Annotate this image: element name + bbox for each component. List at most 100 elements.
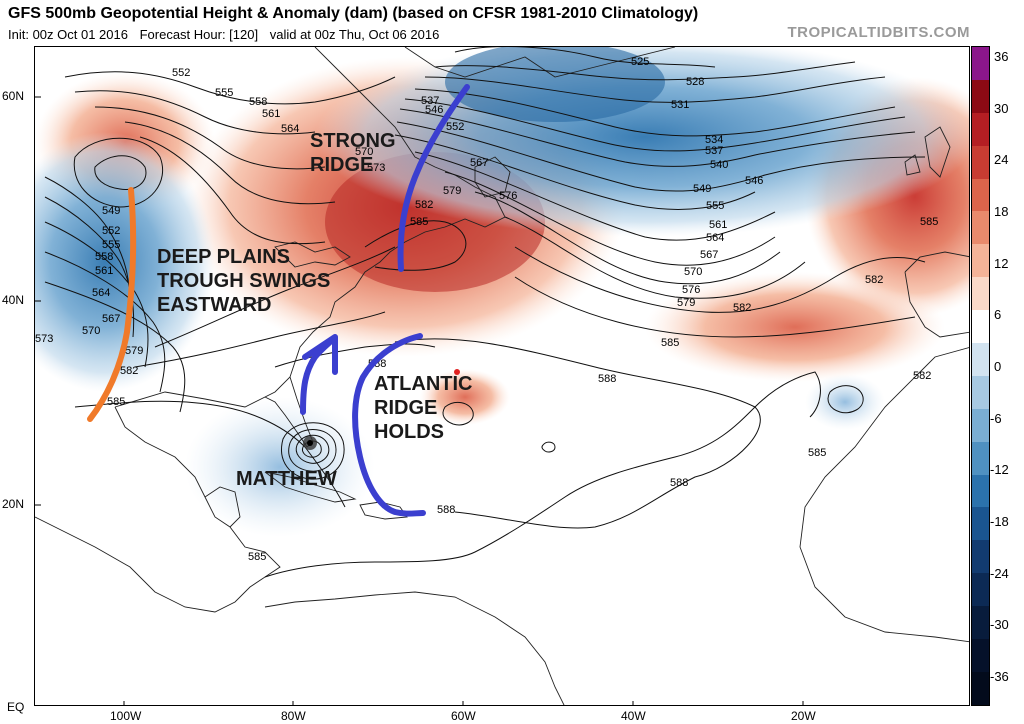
contour-label: 573: [35, 333, 53, 345]
colorbar-tick-label: 24: [994, 152, 1009, 168]
colorbar-segment: [972, 211, 989, 245]
contour-564-west: [139, 136, 326, 245]
contour-567-trough: [44, 251, 166, 393]
contour-588-gulf: [274, 343, 436, 368]
strong-ridge-annotation: STRONG RIDGE: [310, 130, 396, 176]
azores-warm-anomaly: [645, 272, 945, 382]
colorbar-segment: [972, 145, 989, 179]
contour-528: [434, 61, 856, 81]
cuba: [264, 471, 357, 503]
colorbar: [971, 46, 990, 706]
contour-label: 570: [355, 146, 373, 158]
colorbar-segment: [972, 540, 989, 574]
contour-label: 555: [102, 239, 120, 251]
iberia-coast: [904, 251, 969, 338]
atlantic-ridge-annotation: ATLANTIC RIDGE HOLDS: [374, 373, 473, 443]
contour-label: 552: [446, 121, 464, 133]
contour-label: 582: [913, 370, 931, 382]
colorbar-segment: [972, 507, 989, 541]
colorbar-segment: [972, 606, 989, 640]
contour-555: [414, 151, 776, 241]
colorbar-tick-label: -24: [990, 565, 1009, 581]
contour-label: 552: [172, 67, 190, 79]
canaries-low: [827, 385, 864, 414]
lat-label-40n: 40N: [2, 293, 25, 307]
colorbar-tick-label: 12: [994, 255, 1009, 271]
contour-label: 564: [92, 287, 110, 299]
matthew-closed-4: [281, 422, 345, 480]
greenland-coast: [404, 47, 676, 78]
great-lakes: [274, 241, 351, 268]
coastal-track-arrow: [300, 334, 338, 415]
contour-label: 570: [684, 266, 702, 278]
colorbar-tick-label: -36: [990, 669, 1009, 684]
contour-label: 549: [102, 205, 120, 217]
contour-552-west: [64, 71, 396, 105]
contour-579-us: [154, 246, 396, 348]
contour-561-trough: [44, 221, 149, 368]
colorbar-segment: [972, 343, 989, 376]
lat-label-60n: 60N: [2, 89, 25, 103]
small-high-atlantic: [442, 401, 474, 426]
colorbar-tick-label: 36: [994, 49, 1009, 64]
contour-label: 573: [367, 162, 385, 174]
contour-label: 579: [677, 297, 695, 309]
contour-label: 549: [693, 183, 711, 195]
colorbar-segment: [972, 441, 989, 475]
contour-label: 585: [107, 396, 125, 408]
trough-low-center-2: [73, 137, 164, 208]
coastlines: [35, 47, 969, 705]
canaries-cold-anomaly: [805, 374, 885, 430]
contour-label: 570: [82, 325, 100, 337]
contour-label: 576: [682, 284, 700, 296]
colorbar-segment: [972, 408, 989, 442]
contour-label: 588: [437, 504, 455, 516]
contour-label: 537: [421, 95, 439, 107]
contour-label: 552: [102, 225, 120, 237]
contour-label: 540: [710, 159, 728, 171]
contour-label: 555: [215, 87, 233, 99]
lon-label-100w: 100W: [110, 709, 142, 723]
atlantic-warm-spot: [420, 369, 510, 425]
contour-label: 588: [670, 477, 688, 489]
lat-label-eq: EQ: [7, 700, 25, 714]
contour-label: 546: [745, 175, 763, 187]
lon-label-40w: 40W: [621, 709, 646, 723]
contour-label: 546: [425, 104, 443, 116]
graticule-ticks: [35, 96, 804, 705]
contour-546: [396, 121, 926, 192]
chart-title: GFS 500mb Geopotential Height & Anomaly …: [8, 5, 699, 22]
contour-561: [444, 171, 776, 266]
colorbar-segment: [972, 244, 989, 278]
colorbar-tick-label: -6: [990, 410, 1002, 426]
colorbar-tick-label: -18: [990, 514, 1009, 529]
contour-585-ridge: [364, 220, 467, 271]
colorbar-segment: [972, 112, 989, 146]
contour-label: 585: [248, 551, 266, 563]
contour-573-trough: [44, 281, 186, 413]
contour-555-trough: [44, 196, 135, 338]
matthew-closed-1: [295, 434, 330, 464]
contour-label: 567: [102, 313, 120, 325]
trough-low-center-1: [94, 155, 147, 191]
contour-561-west: [124, 121, 336, 205]
contour-549: [394, 134, 756, 210]
colorbar-segment: [972, 178, 989, 212]
forecast-hour: Forecast Hour: [120]: [139, 27, 259, 42]
colorbar-tick-label: 18: [994, 204, 1009, 219]
contour-label: 558: [95, 251, 113, 263]
colorbar-segment: [972, 639, 989, 672]
chart-subtitle: Init: 00z Oct 01 2016 Forecast Hour: [12…: [8, 27, 447, 42]
contour-label: 582: [733, 302, 751, 314]
contour-label: 585: [808, 447, 826, 459]
contour-label: 555: [706, 200, 724, 212]
contour-label: 585: [661, 337, 679, 349]
north-america-coast: [35, 47, 506, 613]
colorbar-segment: [972, 310, 989, 344]
small-high-atlantic-2: [541, 441, 556, 453]
init-time: Init: 00z Oct 01 2016: [8, 27, 128, 42]
matthew-cold-anomaly: [185, 397, 375, 537]
anomaly-shading: [35, 47, 969, 537]
valid-time: valid at 00z Thu, Oct 06 2016: [269, 27, 440, 42]
lon-label-20w: 20W: [791, 709, 816, 723]
